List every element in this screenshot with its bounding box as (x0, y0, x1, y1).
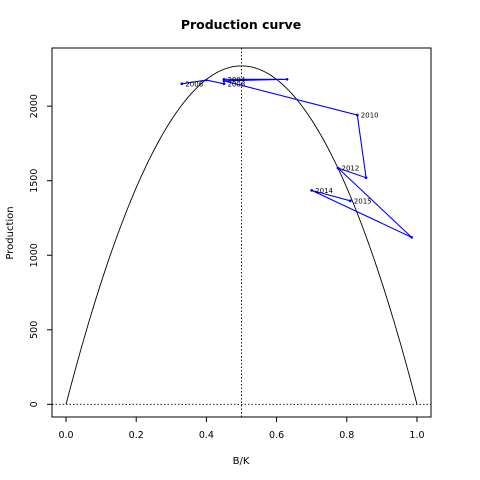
y-tick-label: 1500 (29, 169, 40, 193)
production-curve (65, 65, 418, 405)
trajectory-point (205, 78, 208, 82)
labeled-point-marker (348, 199, 352, 203)
y-axis-label: Production (5, 206, 16, 259)
reference-lines (52, 48, 431, 417)
x-tick-label: 0.8 (339, 430, 354, 441)
production-curve-line (65, 65, 418, 405)
chart-title: Production curve (181, 17, 301, 32)
y-tick-label: 1000 (29, 243, 40, 267)
year-label-2012: 2012 (342, 165, 360, 173)
labeled-point-marker (222, 82, 226, 86)
year-label-2004: 2004 (227, 76, 245, 84)
labeled-point-marker (180, 82, 184, 86)
labeled-point-marker (310, 189, 313, 192)
trajectory-point (410, 236, 413, 239)
x-tick-label: 0.2 (129, 430, 144, 441)
trajectory-line (181, 78, 413, 238)
labeled-point-marker (336, 166, 340, 170)
trajectory-point (285, 78, 289, 81)
x-axis-label: B/K (233, 456, 250, 467)
year-label-2015: 2015 (354, 197, 372, 205)
y-tick-label: 0 (29, 401, 40, 407)
x-tick-label: 0.4 (199, 430, 214, 441)
year-label-2010: 2010 (361, 112, 379, 120)
x-tick-label: 0.0 (58, 430, 73, 441)
x-tick-label: 1.0 (409, 430, 424, 441)
axes: 0.0 0.2 0.4 0.6 0.8 1.0 0 500 1000 1500 2000 (29, 47, 432, 441)
labeled-point-marker (222, 78, 226, 81)
trajectory-point (364, 176, 368, 180)
y-tick-label: 2000 (29, 94, 40, 118)
y-tick-label: 500 (29, 321, 40, 339)
plot-frame (51, 47, 432, 418)
x-tick-label: 0.6 (269, 430, 284, 441)
labeled-point-marker (356, 113, 359, 117)
year-label-2006: 2006 (185, 80, 203, 88)
year-label-2014: 2014 (315, 187, 333, 195)
year-label-2008: 2008 (227, 80, 245, 88)
